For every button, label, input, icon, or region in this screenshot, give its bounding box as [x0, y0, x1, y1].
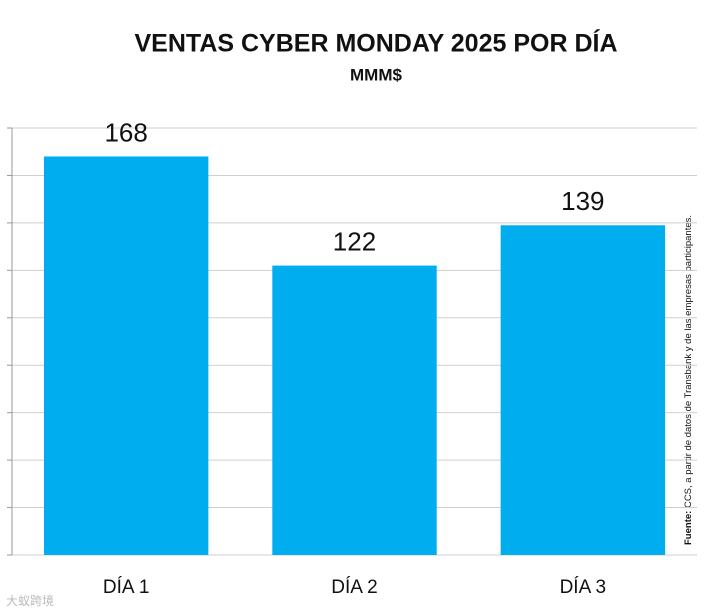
source-note: Fuente: CCS, a partir de datos de Transb…: [683, 215, 694, 545]
value-label: 122: [333, 226, 376, 256]
x-tick-label: DÍA 3: [560, 577, 606, 598]
chart-subtitle: MMM$: [350, 65, 402, 84]
x-tick-label: DÍA 1: [103, 577, 149, 598]
source-label: Fuente:: [683, 511, 694, 545]
bar: [272, 265, 437, 555]
chart-title: VENTAS CYBER MONDAY 2025 POR DÍA: [135, 29, 618, 58]
source-text: CCS, a partir de datos de Transbank y de…: [683, 215, 694, 508]
bar: [43, 156, 209, 555]
value-label: 139: [561, 186, 604, 216]
value-label: 168: [104, 117, 147, 147]
bar: [500, 225, 666, 555]
watermark: 大蚁跨境: [6, 593, 54, 608]
x-tick-label: DÍA 2: [331, 577, 377, 598]
